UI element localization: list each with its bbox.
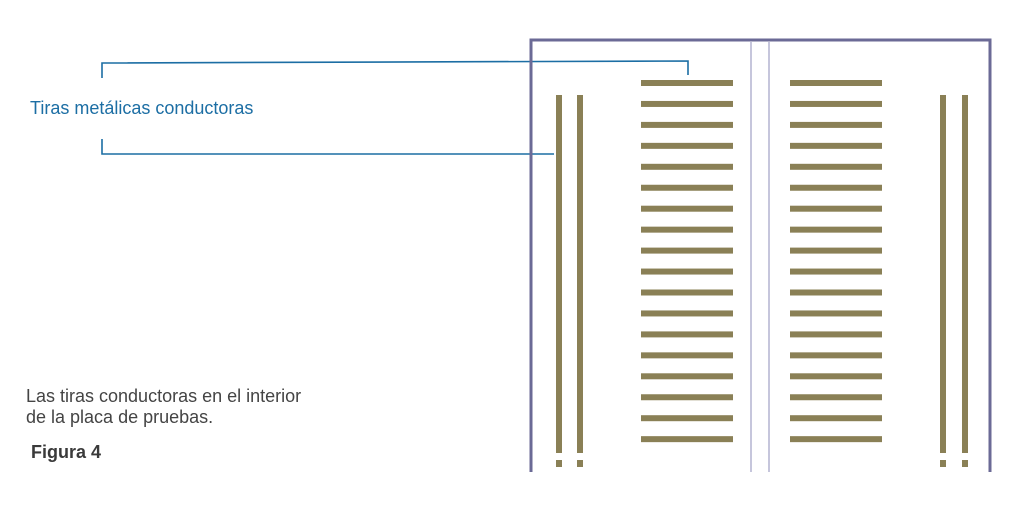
left-power-rails: [556, 95, 583, 467]
power-rail-end-segment: [577, 460, 583, 467]
right-power-rails: [940, 95, 968, 467]
terminal-strip: [641, 226, 733, 233]
terminal-strip: [790, 415, 882, 422]
caption-line-1: Las tiras conductoras en el interior: [26, 386, 302, 406]
terminal-strip: [790, 142, 882, 149]
terminal-strip: [641, 163, 733, 170]
terminal-strip: [790, 163, 882, 170]
terminal-strip: [641, 352, 733, 359]
terminal-strip: [790, 268, 882, 275]
terminal-strip: [790, 247, 882, 254]
terminal-strip: [641, 331, 733, 338]
leader-line-bottom: [101, 139, 554, 155]
power-rail-strip: [577, 95, 583, 453]
figure-caption: Las tiras conductoras en el interior de …: [26, 386, 366, 428]
right-terminal-strips: [790, 80, 882, 443]
terminal-strip: [790, 184, 882, 191]
terminal-strip: [790, 352, 882, 359]
terminal-strip: [790, 310, 882, 317]
power-rail-strip: [556, 95, 562, 453]
terminal-strip: [641, 268, 733, 275]
terminal-strip: [790, 394, 882, 401]
power-rail-strip: [962, 95, 968, 453]
figure-number: Figura 4: [31, 442, 102, 462]
conductive-strips-label: Tiras metálicas conductoras: [30, 98, 254, 118]
terminal-strip: [641, 247, 733, 254]
terminal-strip: [641, 80, 733, 86]
terminal-strip: [790, 205, 882, 212]
terminal-strip: [641, 394, 733, 401]
power-rail-end-segment: [556, 460, 562, 467]
terminal-strip: [790, 289, 882, 296]
power-rail-strip: [940, 95, 946, 453]
terminal-strip: [641, 142, 733, 149]
terminal-strip: [641, 310, 733, 317]
leader-line-top: [101, 60, 689, 78]
terminal-strip: [641, 373, 733, 380]
terminal-strip: [790, 373, 882, 380]
power-rail-end-segment: [940, 460, 946, 467]
terminal-strip: [641, 436, 733, 443]
terminal-strip: [790, 436, 882, 443]
terminal-strip: [790, 331, 882, 338]
terminal-strip: [790, 80, 882, 86]
terminal-strip: [641, 184, 733, 191]
caption-line-2: de la placa de pruebas.: [26, 407, 214, 427]
terminal-strip: [641, 415, 733, 422]
board-outline: [529, 38, 992, 472]
power-rail-end-segment: [962, 460, 968, 467]
terminal-strip: [790, 100, 882, 107]
terminal-strip: [790, 226, 882, 233]
left-terminal-strips: [641, 80, 733, 443]
terminal-strip: [641, 289, 733, 296]
terminal-strip: [641, 205, 733, 212]
terminal-strip: [790, 121, 882, 128]
terminal-strip: [641, 100, 733, 107]
terminal-strip: [641, 121, 733, 128]
